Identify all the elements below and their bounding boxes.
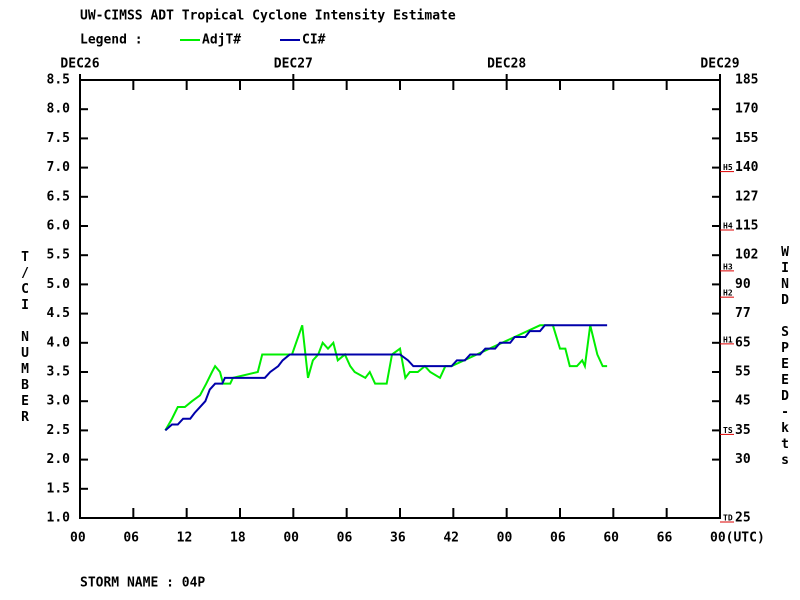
y2-tick-label: 102 xyxy=(735,248,758,263)
y-tick-label: 3.0 xyxy=(47,394,71,409)
x-tick-label: 00 xyxy=(70,531,86,546)
series-line xyxy=(164,324,608,431)
x-tick-label: 06 xyxy=(123,531,139,546)
x-tick-label: 00 xyxy=(283,531,299,546)
x-tick-label: 00(UTC) xyxy=(710,531,765,546)
x-tick-label: 60 xyxy=(603,531,619,546)
category-label: TD xyxy=(723,514,733,523)
category-label: TS xyxy=(723,426,733,435)
y-tick-label: 7.0 xyxy=(47,160,71,175)
y2-tick-label: 30 xyxy=(735,452,751,467)
y2-tick-label: 45 xyxy=(735,394,751,409)
y-tick-label: 6.5 xyxy=(47,189,70,204)
y-tick-label: 6.0 xyxy=(47,219,71,234)
y2-tick-label: 77 xyxy=(735,306,751,321)
y2-axis-title: WIND SPEED-kts xyxy=(778,245,793,469)
y-tick-label: 1.5 xyxy=(47,481,70,496)
y2-tick-label: 35 xyxy=(735,423,751,438)
y-tick-label: 2.5 xyxy=(47,423,70,438)
legend-entry: CI# xyxy=(302,33,326,48)
y-tick-label: 2.0 xyxy=(47,452,71,467)
x-tick-label: 66 xyxy=(657,531,673,546)
x-tick-label: 42 xyxy=(443,531,459,546)
plot-frame xyxy=(79,79,721,519)
x-tick-label: 18 xyxy=(230,531,246,546)
date-label: DEC27 xyxy=(274,57,313,72)
y2-tick-label: 155 xyxy=(735,131,758,146)
category-label: H3 xyxy=(723,262,733,271)
category-label: H5 xyxy=(723,163,733,172)
series-line xyxy=(164,324,608,432)
category-label: H1 xyxy=(723,335,733,344)
y2-tick-label: 55 xyxy=(735,365,751,380)
y2-tick-label: 140 xyxy=(735,160,759,175)
y-tick-label: 8.5 xyxy=(47,73,70,88)
y-tick-label: 5.0 xyxy=(47,277,71,292)
date-label: DEC28 xyxy=(487,57,526,72)
legend-entry: AdjT# xyxy=(202,33,241,48)
y2-tick-label: 185 xyxy=(735,73,758,88)
y-tick-label: 4.5 xyxy=(47,306,70,321)
y2-tick-label: 127 xyxy=(735,189,758,204)
x-tick-label: 06 xyxy=(337,531,353,546)
y-tick-label: 8.0 xyxy=(47,102,71,117)
y-tick-label: 4.0 xyxy=(47,335,71,350)
y2-tick-label: 115 xyxy=(735,219,758,234)
category-label: H4 xyxy=(723,222,733,231)
y-tick-label: 5.5 xyxy=(47,248,70,263)
x-tick-label: 36 xyxy=(390,531,406,546)
y-tick-label: 3.5 xyxy=(47,365,70,380)
x-tick-label: 00 xyxy=(497,531,513,546)
legend-label: Legend : xyxy=(80,33,143,48)
y2-tick-label: 25 xyxy=(735,511,751,526)
x-tick-label: 06 xyxy=(550,531,566,546)
x-tick-label: 12 xyxy=(177,531,193,546)
y2-tick-label: 170 xyxy=(735,102,759,117)
category-label: H2 xyxy=(723,289,733,298)
chart-title: UW-CIMSS ADT Tropical Cyclone Intensity … xyxy=(80,9,456,24)
footer: STORM NAME : 04P xyxy=(80,576,205,591)
y-axis-title: T/CI NUMBER xyxy=(18,250,33,426)
y2-tick-label: 90 xyxy=(735,277,751,292)
date-label: DEC26 xyxy=(60,57,99,72)
y2-tick-label: 65 xyxy=(735,335,751,350)
y-tick-label: 1.0 xyxy=(47,511,71,526)
y-tick-label: 7.5 xyxy=(47,131,70,146)
date-label: DEC29 xyxy=(700,57,739,72)
